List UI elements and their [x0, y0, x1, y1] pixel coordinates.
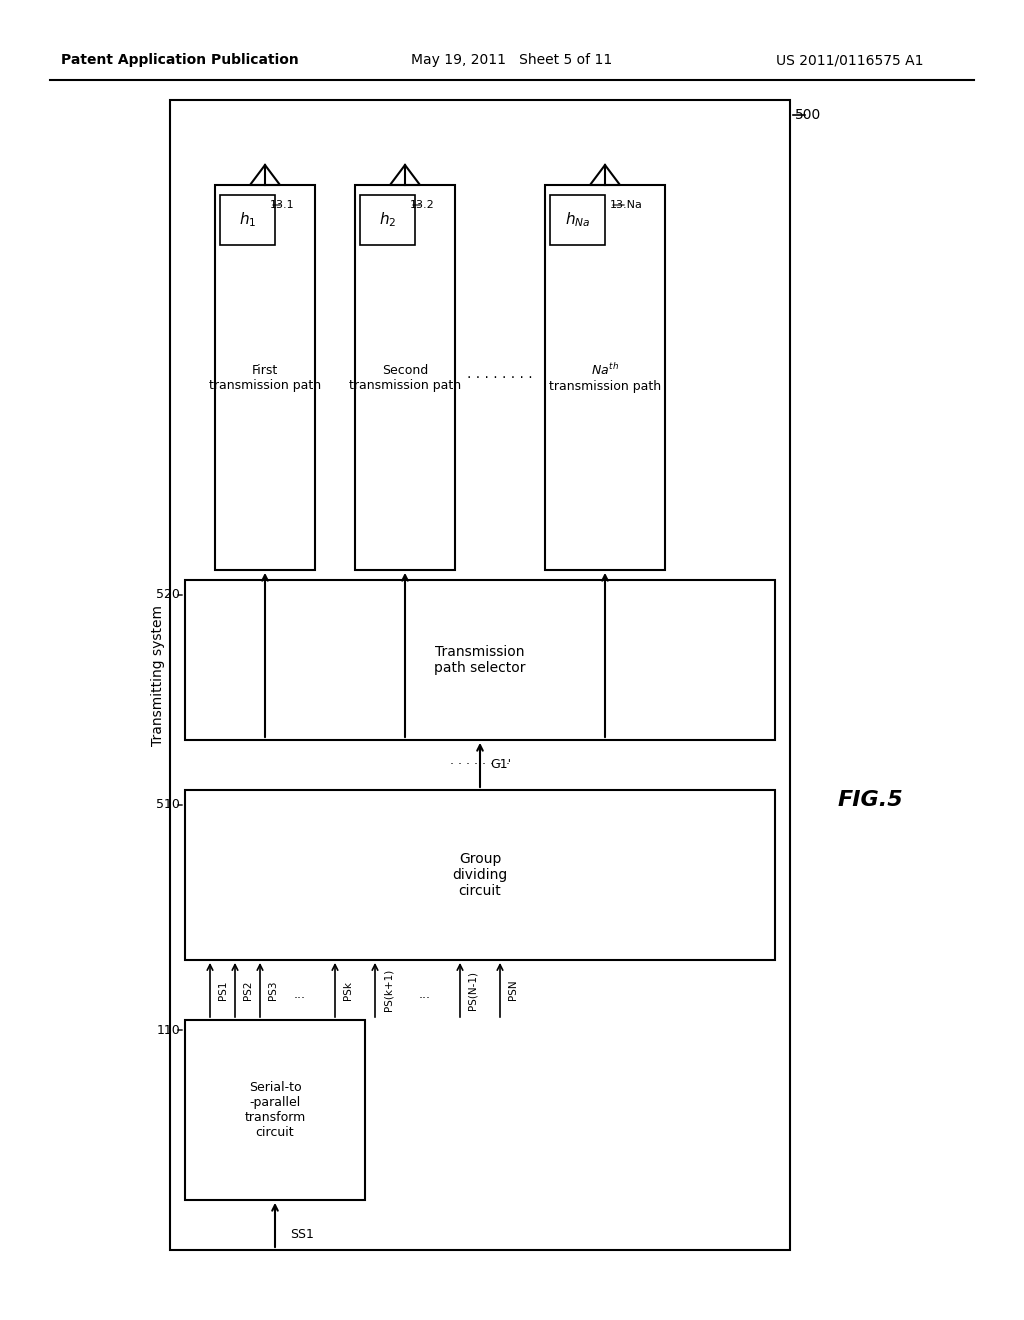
Text: ...: ...: [294, 989, 306, 1002]
Text: $h_1$: $h_1$: [239, 211, 256, 230]
FancyBboxPatch shape: [185, 579, 775, 741]
Text: May 19, 2011   Sheet 5 of 11: May 19, 2011 Sheet 5 of 11: [412, 53, 612, 67]
Text: SS1: SS1: [290, 1229, 314, 1242]
FancyBboxPatch shape: [545, 185, 665, 570]
Text: FIG.5: FIG.5: [838, 789, 903, 810]
FancyBboxPatch shape: [220, 195, 275, 246]
Text: 520: 520: [156, 589, 180, 602]
FancyBboxPatch shape: [355, 185, 455, 570]
Text: Group
dividing
circuit: Group dividing circuit: [453, 851, 508, 898]
FancyBboxPatch shape: [170, 100, 790, 1250]
Text: Transmitting system: Transmitting system: [151, 605, 165, 746]
Text: 13.1: 13.1: [270, 201, 295, 210]
Text: 13.2: 13.2: [410, 201, 435, 210]
Text: PS(k+1): PS(k+1): [383, 969, 393, 1011]
Text: 500: 500: [795, 108, 821, 121]
Text: G1': G1': [490, 759, 511, 771]
Text: · · · · · · · ·: · · · · · · · ·: [450, 759, 510, 771]
Text: 110: 110: [157, 1023, 180, 1036]
Text: $h_2$: $h_2$: [379, 211, 396, 230]
Text: PS3: PS3: [268, 981, 278, 999]
FancyBboxPatch shape: [185, 789, 775, 960]
Text: PS2: PS2: [243, 981, 253, 999]
Text: Serial-to
-parallel
transform
circuit: Serial-to -parallel transform circuit: [245, 1081, 305, 1139]
Text: Second
transmission path: Second transmission path: [349, 363, 461, 392]
Text: PS1: PS1: [218, 981, 228, 999]
Text: Patent Application Publication: Patent Application Publication: [61, 53, 299, 67]
Text: $h_{Na}$: $h_{Na}$: [565, 211, 590, 230]
FancyBboxPatch shape: [215, 185, 315, 570]
Text: ...: ...: [419, 989, 431, 1002]
Text: 13.Na: 13.Na: [610, 201, 643, 210]
Text: PS(N-1): PS(N-1): [468, 970, 478, 1010]
Text: $Na^{th}$
transmission path: $Na^{th}$ transmission path: [549, 362, 662, 393]
FancyBboxPatch shape: [185, 1020, 365, 1200]
Text: US 2011/0116575 A1: US 2011/0116575 A1: [776, 53, 924, 67]
Text: · · · · · · · ·: · · · · · · · ·: [467, 371, 532, 384]
Text: 510: 510: [156, 799, 180, 812]
Text: Transmission
path selector: Transmission path selector: [434, 645, 525, 675]
Text: PSk: PSk: [343, 981, 353, 999]
FancyBboxPatch shape: [550, 195, 605, 246]
Text: PSN: PSN: [508, 979, 518, 1001]
FancyBboxPatch shape: [360, 195, 415, 246]
Text: First
transmission path: First transmission path: [209, 363, 322, 392]
